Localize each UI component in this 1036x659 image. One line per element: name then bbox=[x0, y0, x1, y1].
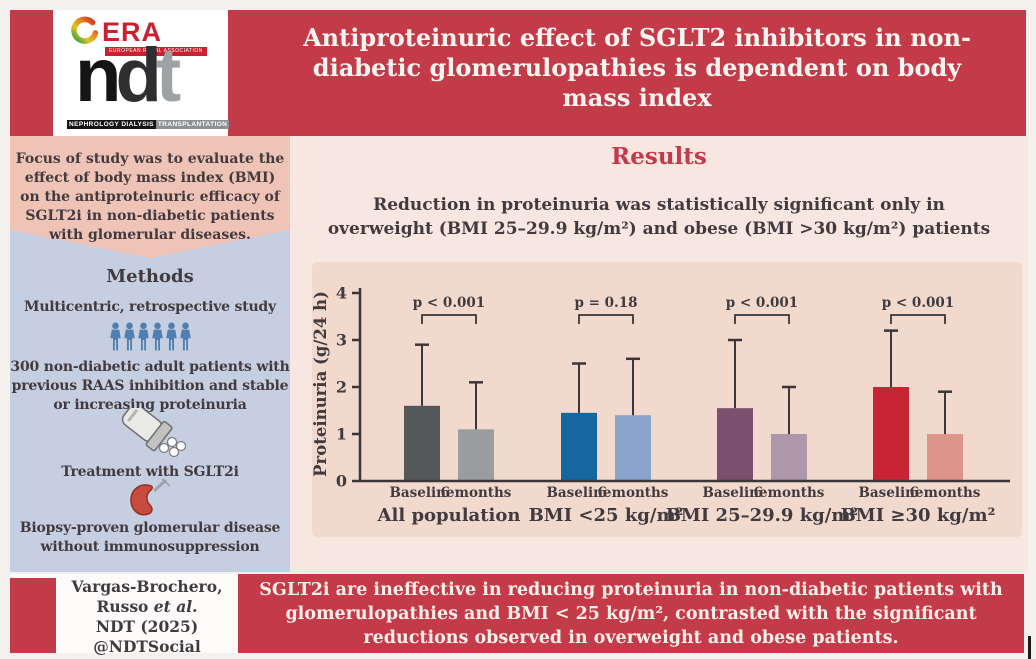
svg-text:4: 4 bbox=[336, 284, 347, 303]
svg-text:6 months: 6 months bbox=[598, 485, 669, 501]
svg-text:6 months: 6 months bbox=[910, 485, 981, 501]
results-heading: Results bbox=[611, 143, 707, 170]
svg-text:All population: All population bbox=[377, 505, 521, 526]
journal-name-strip: NEPHROLOGY DIALYSIS TRANSPLANTATION bbox=[67, 120, 230, 129]
svg-text:1: 1 bbox=[336, 425, 347, 444]
svg-text:0: 0 bbox=[336, 472, 347, 491]
svg-text:Baseline: Baseline bbox=[389, 485, 454, 501]
conclusion-banner: SGLT2i are ineffective in reducing prote… bbox=[238, 574, 1024, 653]
results-section: Results Reduction in proteinuria was sta… bbox=[290, 136, 1028, 572]
methods-sidebar: Focus of study was to evaluate the effec… bbox=[10, 136, 290, 572]
citation-line: @NDTSocial bbox=[93, 637, 201, 656]
focus-text: Focus of study was to evaluate the effec… bbox=[15, 151, 285, 243]
svg-text:Baseline: Baseline bbox=[702, 485, 767, 501]
svg-text:6 months: 6 months bbox=[441, 485, 512, 501]
era-swirl-icon bbox=[71, 16, 99, 44]
svg-text:Baseline: Baseline bbox=[546, 485, 611, 501]
conclusion-text: SGLT2i are ineffective in reducing prote… bbox=[259, 580, 1003, 648]
patient-icon bbox=[151, 322, 163, 351]
svg-text:Proteinuria (g/24 h): Proteinuria (g/24 h) bbox=[312, 291, 330, 477]
citation-line: NDT (2025) bbox=[95, 617, 199, 636]
patient-icon bbox=[179, 322, 191, 351]
svg-text:Baseline: Baseline bbox=[858, 485, 923, 501]
era-logo-text: ERA bbox=[102, 16, 163, 47]
page-title: Antiproteinuric effect of SGLT2 inhibito… bbox=[303, 23, 971, 112]
citation: Vargas-Brochero, Russo et al. NDT (2025)… bbox=[56, 577, 238, 657]
journal-name-part1: NEPHROLOGY DIALYSIS bbox=[67, 120, 156, 129]
text-cursor-artifact bbox=[1028, 636, 1031, 659]
svg-text:p < 0.001: p < 0.001 bbox=[726, 295, 798, 311]
method-multicentric: Multicentric, retrospective study bbox=[24, 299, 276, 315]
svg-text:p < 0.001: p < 0.001 bbox=[882, 295, 954, 311]
patient-icon bbox=[165, 322, 177, 351]
method-patients: 300 non-diabetic adult patients with pre… bbox=[10, 359, 290, 413]
svg-text:6 months: 6 months bbox=[754, 485, 825, 501]
kidney-biopsy-icon bbox=[130, 478, 171, 516]
results-subtitle: Reduction in proteinuria was statistical… bbox=[327, 195, 991, 239]
focus-banner bbox=[10, 136, 290, 258]
svg-text:BMI 25–29.9 kg/m²: BMI 25–29.9 kg/m² bbox=[666, 505, 859, 526]
method-treatment: Treatment with SGLT2i bbox=[61, 464, 239, 480]
patient-icon bbox=[109, 322, 121, 351]
ndt-logo-text: ndt bbox=[75, 33, 181, 118]
ndt-letter: n bbox=[75, 33, 122, 118]
pill-bottle-icon bbox=[121, 408, 187, 458]
svg-text:3: 3 bbox=[336, 331, 347, 350]
patients-icon-group bbox=[10, 320, 290, 353]
header-banner: ERA EUROPEAN RENAL ASSOCIATION ndt NEPHR… bbox=[10, 10, 1026, 136]
patient-icon bbox=[137, 322, 149, 351]
patient-icon bbox=[123, 322, 135, 351]
journal-name-part2: TRANSPLANTATION bbox=[155, 120, 230, 129]
citation-etal: et al. bbox=[153, 597, 198, 616]
era-tagline: EUROPEAN RENAL ASSOCIATION bbox=[105, 47, 207, 56]
citation-authors: Russo bbox=[96, 597, 154, 616]
era-logo-row: ERA bbox=[69, 15, 162, 49]
methods-heading: Methods bbox=[106, 266, 194, 287]
svg-text:2: 2 bbox=[336, 378, 347, 397]
pill-bottle-icon-wrap bbox=[10, 408, 290, 458]
svg-text:BMI <25 kg/m²: BMI <25 kg/m² bbox=[529, 505, 684, 526]
svg-text:p < 0.001: p < 0.001 bbox=[413, 295, 485, 311]
method-biopsy: Biopsy-proven glomerular disease without… bbox=[19, 520, 281, 555]
ndt-letter: t bbox=[155, 33, 181, 118]
svg-text:BMI ≥30 kg/m²: BMI ≥30 kg/m² bbox=[841, 505, 996, 526]
chart-panel: Baseline Baseline Baseline Baseline 6 months… bbox=[312, 262, 1022, 537]
kidney-icon-wrap bbox=[10, 478, 290, 516]
citation-line: Vargas-Brochero, bbox=[71, 577, 223, 596]
era-ndt-logo: ERA EUROPEAN RENAL ASSOCIATION ndt NEPHR… bbox=[53, 10, 230, 136]
svg-text:p = 0.18: p = 0.18 bbox=[574, 295, 637, 311]
citation-line: Russo et al. bbox=[56, 597, 238, 617]
red-accent-block bbox=[10, 578, 56, 653]
ndt-letter: d bbox=[115, 33, 162, 118]
